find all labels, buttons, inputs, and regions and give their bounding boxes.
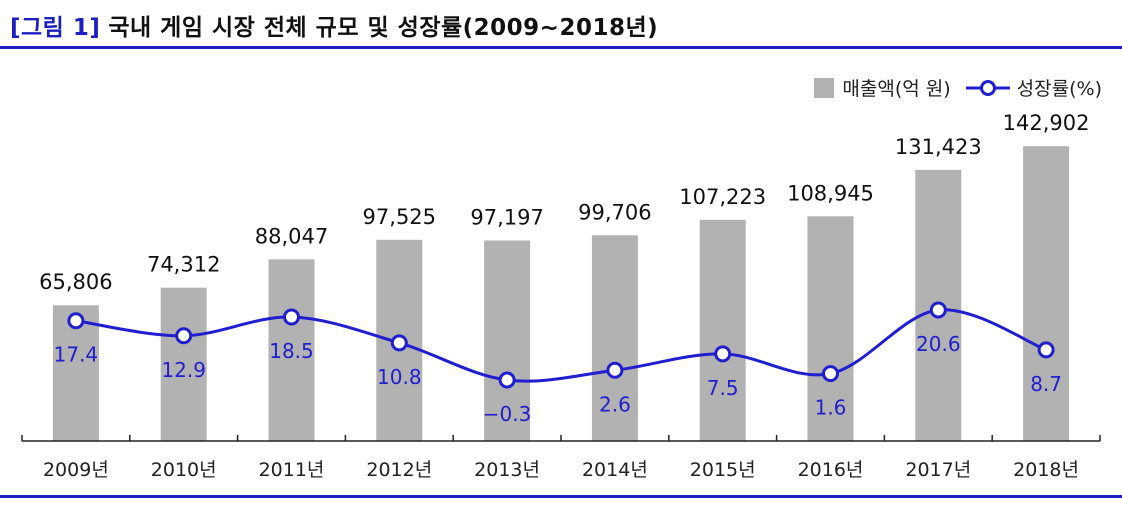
legend-bar-label: 매출액(억 원) xyxy=(842,78,951,100)
bar-7 xyxy=(807,216,854,441)
bar-9 xyxy=(1023,146,1070,442)
top-rule xyxy=(0,46,1122,49)
bar-value-label-7: 108,945 xyxy=(787,181,874,205)
bar-5 xyxy=(591,235,638,441)
bar-1 xyxy=(160,287,207,441)
x-tick-label-5: 2014년 xyxy=(582,459,648,481)
rate-point-9 xyxy=(1037,341,1055,359)
rate-label-3: 10.8 xyxy=(377,365,422,389)
bottom-rule xyxy=(0,495,1122,498)
chart-title: [그림 1] 국내 게임 시장 전체 규모 및 성장률(2009~2018년) xyxy=(10,8,658,42)
rate-label-8: 20.6 xyxy=(916,332,961,356)
rate-point-1 xyxy=(175,327,193,345)
figure-number: [그림 1] xyxy=(10,15,101,41)
title-text: 국내 게임 시장 전체 규모 및 성장률(2009~2018년) xyxy=(108,15,659,41)
rate-point-7 xyxy=(822,365,839,383)
bar-value-label-9: 142,902 xyxy=(1003,111,1090,135)
x-tick-label-9: 2018년 xyxy=(1013,459,1079,481)
rate-label-6: 7.5 xyxy=(707,376,739,400)
rate-label-2: 18.5 xyxy=(269,339,314,363)
x-tick-label-4: 2013년 xyxy=(474,459,540,481)
rate-point-6 xyxy=(714,345,732,363)
rate-label-4: −0.3 xyxy=(483,402,532,426)
legend: 매출액(억 원) 성장률(%) xyxy=(814,74,1102,101)
bar-value-label-6: 107,223 xyxy=(679,185,766,209)
bar-value-label-5: 99,706 xyxy=(578,200,651,224)
legend-line-label: 성장률(%) xyxy=(1016,78,1102,100)
bar-value-label-2: 88,047 xyxy=(255,224,328,248)
x-tick-label-3: 2012년 xyxy=(366,459,432,481)
bar-value-label-0: 65,806 xyxy=(39,270,112,294)
rate-point-5 xyxy=(606,361,624,379)
bar-6 xyxy=(699,219,746,441)
rate-point-3 xyxy=(390,334,408,352)
rate-label-0: 17.4 xyxy=(54,343,99,367)
bar-4 xyxy=(484,240,531,441)
bar-value-label-3: 97,525 xyxy=(363,205,436,229)
rate-label-1: 12.9 xyxy=(161,358,206,382)
rate-label-9: 8.7 xyxy=(1030,372,1062,396)
bar-value-label-8: 131,423 xyxy=(895,135,982,159)
rate-point-0 xyxy=(67,312,85,330)
growth-rate-line xyxy=(75,308,1047,383)
x-tick-label-0: 2009년 xyxy=(43,459,109,481)
rate-label-5: 2.6 xyxy=(599,392,631,416)
rate-point-8 xyxy=(929,301,947,319)
x-tick-label-2: 2011년 xyxy=(259,459,325,481)
x-tick-label-7: 2016년 xyxy=(798,459,864,481)
bar-value-label-1: 74,312 xyxy=(147,253,220,277)
bar-value-label-4: 97,197 xyxy=(470,205,543,229)
rate-label-7: 1.6 xyxy=(815,396,847,420)
legend-bar-swatch xyxy=(814,77,835,98)
rate-point-4 xyxy=(498,371,516,389)
x-tick-label-6: 2015년 xyxy=(690,459,756,481)
rate-point-2 xyxy=(283,308,300,326)
legend-line-swatch xyxy=(965,79,1010,96)
bar-2 xyxy=(268,259,315,441)
x-tick-label-1: 2010년 xyxy=(151,459,217,481)
x-tick-label-8: 2017년 xyxy=(905,459,971,481)
